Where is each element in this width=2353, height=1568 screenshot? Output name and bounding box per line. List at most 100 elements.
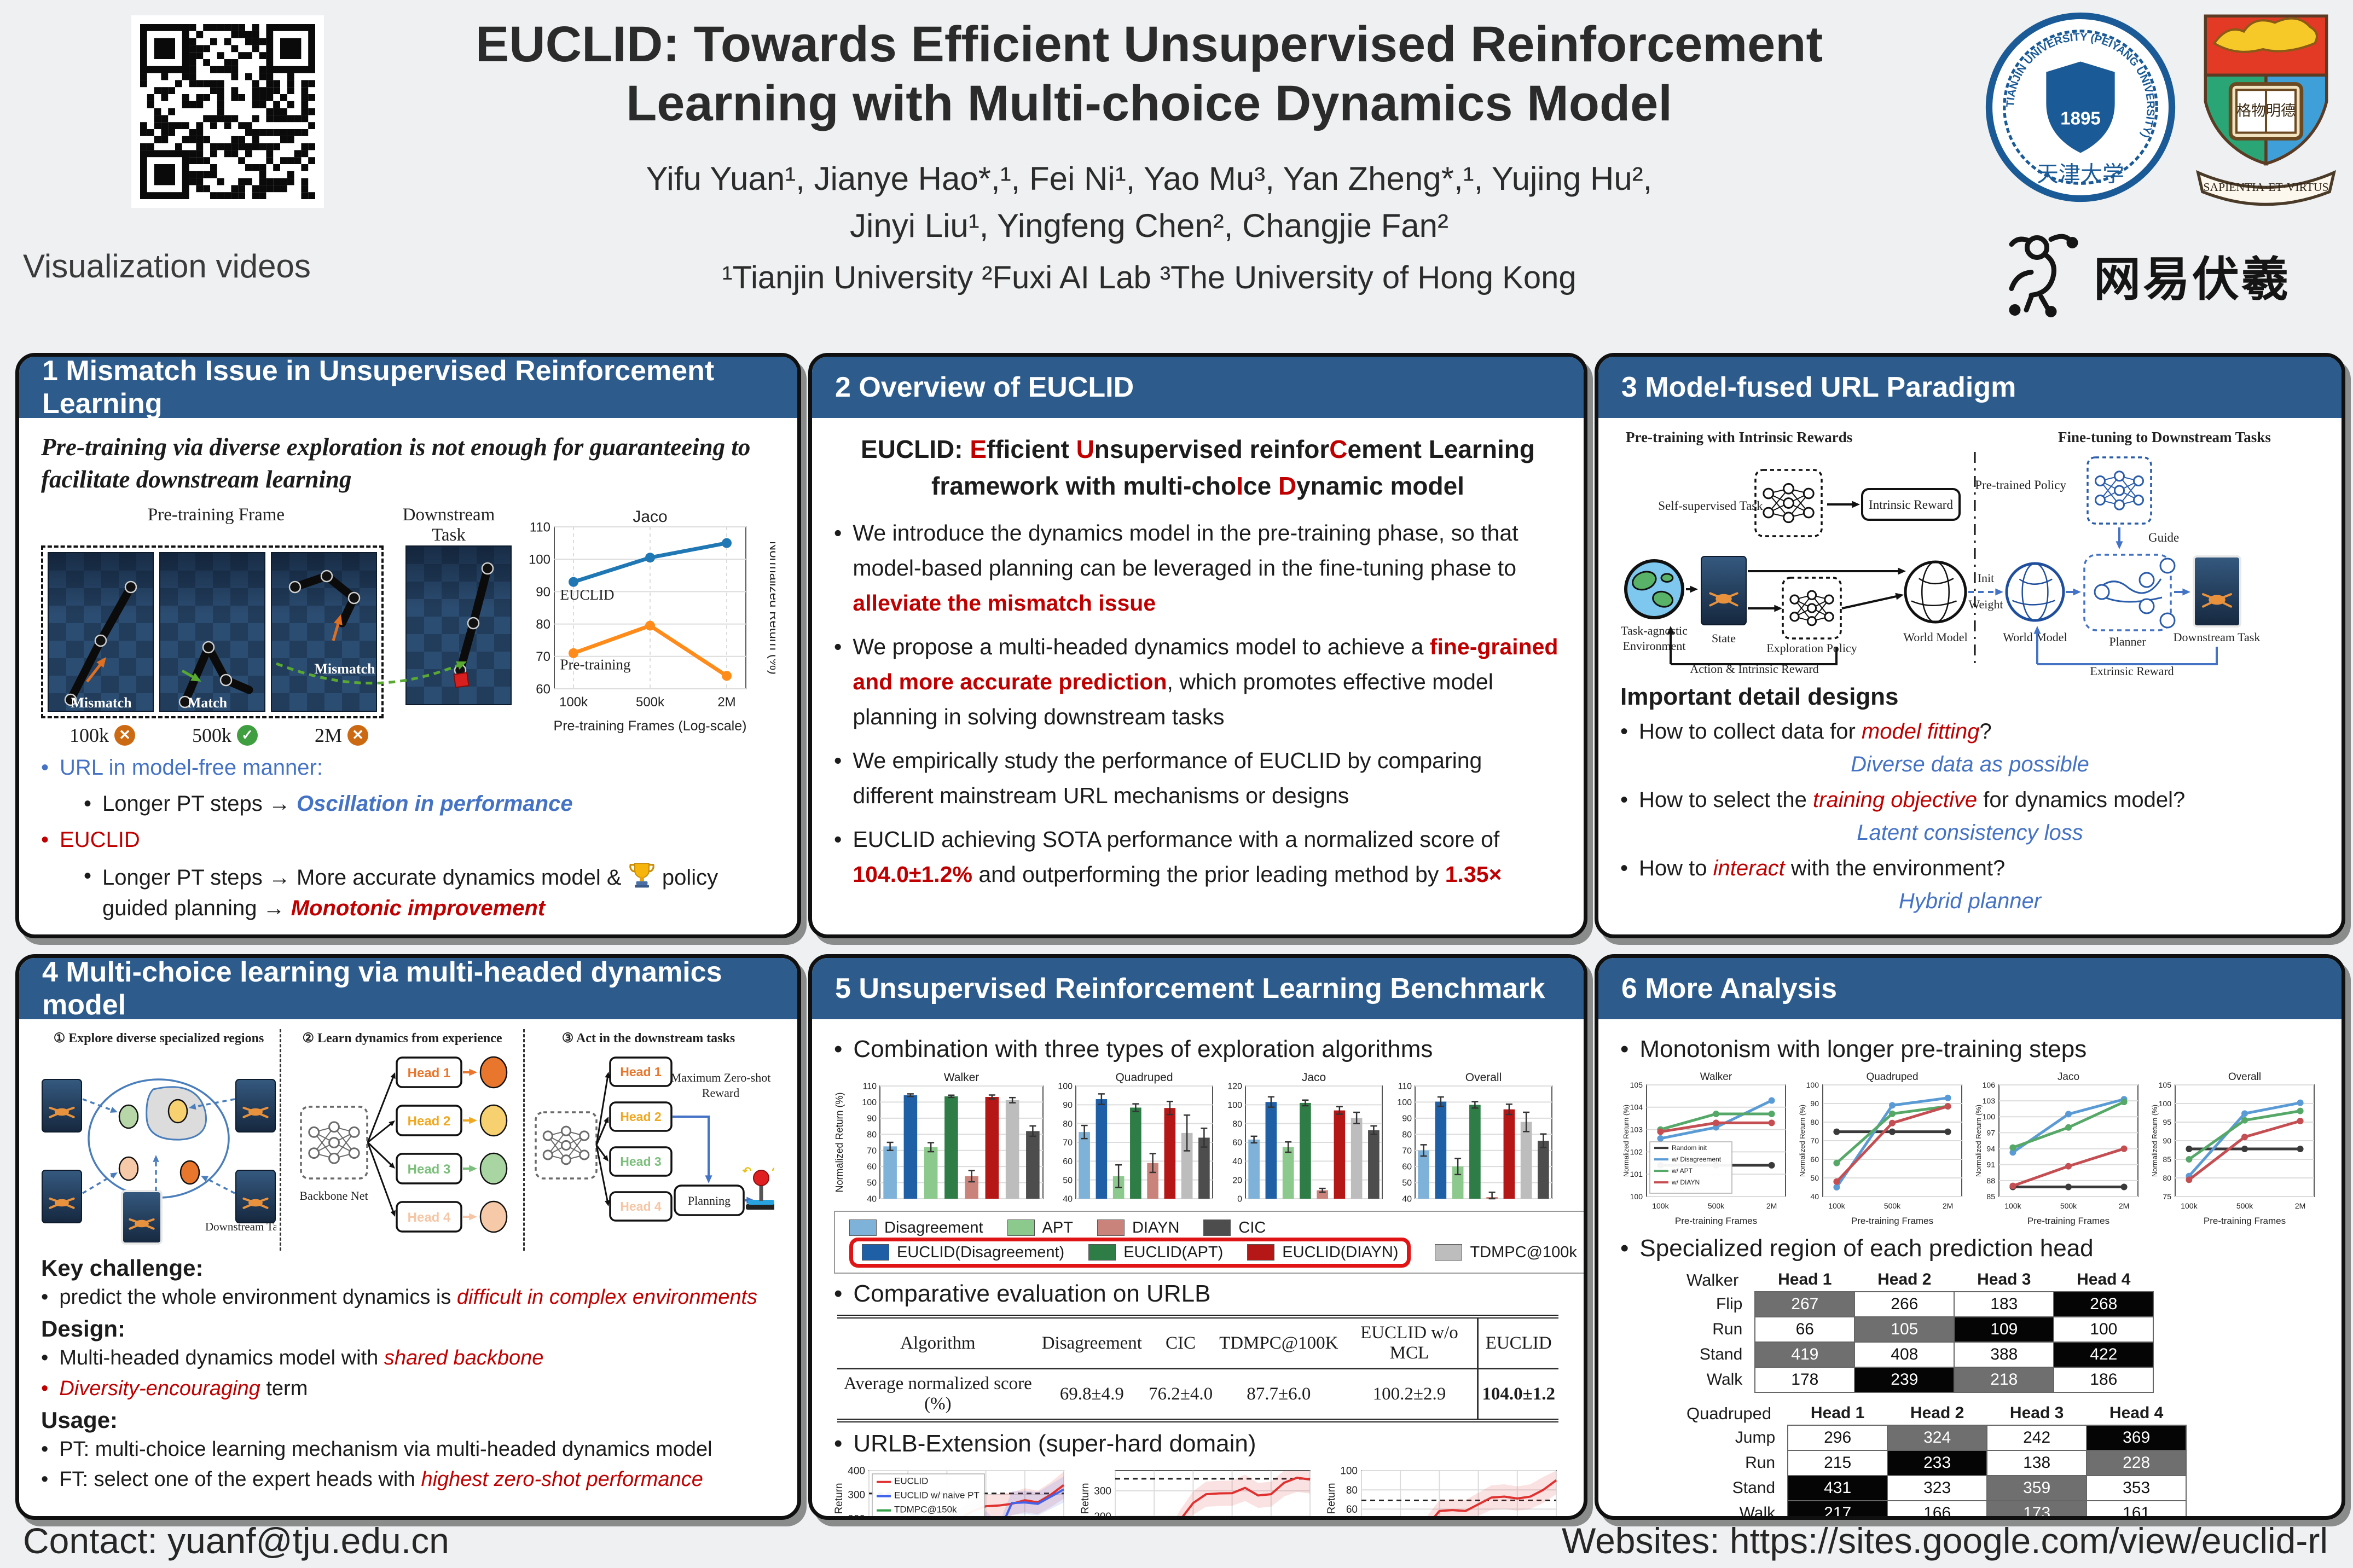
usage-heading: Usage:	[41, 1407, 118, 1433]
legend-swatch	[1203, 1219, 1231, 1236]
pretraining-frame-3: Mismatch	[271, 552, 377, 712]
analysis-bullet-2: Specialized region of each prediction he…	[1639, 1234, 2094, 1262]
svg-text:100: 100	[862, 1098, 877, 1107]
bench-value: 87.7±6.0	[1247, 1384, 1311, 1404]
monotonism-charts: 100 101 102 103 104 105 100k 500k 2M Walker Pre-tr…	[1620, 1070, 2320, 1228]
svg-text:Disagreement: Disagreement	[894, 1519, 952, 1520]
svg-text:50: 50	[1402, 1178, 1412, 1188]
svg-text:80: 80	[1232, 1119, 1242, 1129]
svg-text:EUCLID: EUCLID	[560, 586, 615, 603]
svg-text:Head 2: Head 2	[408, 1114, 451, 1129]
head-value-cell: 422	[2053, 1341, 2154, 1368]
benchmark-bar-charts: 40 50 60 70 80 90 100 110 Walker Normalized Retur…	[834, 1070, 1562, 1206]
task-label-Walk: Walk	[1706, 1370, 1743, 1389]
svg-text:100: 100	[1227, 1101, 1242, 1110]
svg-text:Jaco: Jaco	[2058, 1071, 2079, 1083]
legend-item-EUCLID(DIAYN): EUCLID(DIAYN)	[1247, 1244, 1398, 1262]
panel-1-header: 1 Mismatch Issue in Unsupervised Reinfor…	[19, 357, 797, 420]
svg-text:Walker: Walker	[944, 1071, 980, 1084]
svg-text:97: 97	[1986, 1128, 1995, 1137]
svg-text:Jaco: Jaco	[1302, 1071, 1326, 1084]
svg-text:90: 90	[1063, 1101, 1073, 1110]
authors-line-2: Jinyi Liu¹, Yingfeng Chen², Changjie Fan…	[850, 207, 1448, 244]
head-value-cell: 183	[1954, 1291, 2055, 1318]
design-diversity-term: Diversity-encouraging term	[59, 1377, 308, 1400]
netease-fuxi-logo: 网易伏羲	[1998, 225, 2343, 324]
svg-text:50: 50	[867, 1178, 877, 1188]
svg-text:Pre-training Frames: Pre-training Frames	[2204, 1216, 2286, 1226]
svg-text:↷: ↷	[772, 1165, 774, 1177]
benchmark-bullet-2: Comparative evaluation on URLB	[853, 1280, 1211, 1307]
svg-text:100k: 100k	[1828, 1201, 1845, 1210]
head-table-Quadruped: Quadruped Head 1 Head 2 Head 3 Head 4 Jump 296…	[1686, 1402, 2187, 1516]
svg-text:60: 60	[1346, 1504, 1358, 1515]
svg-text:Head 4: Head 4	[408, 1210, 451, 1225]
svg-text:70: 70	[867, 1146, 877, 1155]
bar-EUCLID(APT)	[1469, 1105, 1481, 1199]
bar-EUCLID(Disagreement)	[1265, 1101, 1277, 1199]
svg-text:20: 20	[1232, 1176, 1242, 1185]
overview-bullet-2: We propose a multi-headed dynamics model…	[853, 634, 1558, 730]
svg-text:80: 80	[1402, 1130, 1412, 1139]
trophy-icon	[628, 863, 656, 890]
urlb-score-table: Algorithm Disagreement CIC TDMPC@100K EUCLID…	[837, 1319, 1558, 1419]
tju-chinese: 天津大学	[2037, 162, 2124, 187]
frame-badge-100k: 100k ✕	[69, 724, 135, 747]
bullet-oscillation: Longer PT steps → Oscillation in perform…	[102, 792, 573, 816]
legend-item-DIAYN: DIAYN	[1097, 1219, 1179, 1237]
svg-text:↶: ↶	[742, 1165, 752, 1177]
hku-logo: 格物 明德 SAPIENTIA·ET·VIRTUS	[2192, 10, 2340, 207]
svg-text:95: 95	[2163, 1117, 2171, 1126]
usage-pt: PT: multi-choice learning mechanism via …	[59, 1437, 712, 1461]
head-value-cell: 100	[2053, 1316, 2154, 1343]
head-col-Head 1: Head 1	[1778, 1270, 1832, 1289]
head-value-cell: 178	[1754, 1367, 1856, 1393]
svg-text:100: 100	[529, 553, 550, 567]
svg-text:200: 200	[1094, 1511, 1111, 1520]
svg-text:40: 40	[1232, 1157, 1242, 1166]
svg-text:91: 91	[1986, 1160, 1995, 1169]
svg-text:500k: 500k	[636, 695, 665, 710]
svg-text:102: 102	[1630, 1147, 1643, 1156]
svg-text:Fine-tuning to Downstream Task: Fine-tuning to Downstream Tasks	[2058, 429, 2271, 445]
svg-text:90: 90	[1402, 1114, 1412, 1123]
svg-text:200: 200	[848, 1513, 865, 1520]
svg-text:State: State	[1712, 631, 1736, 645]
head-value-cell: 369	[2086, 1425, 2187, 1451]
svg-text:Intrinsic Reward: Intrinsic Reward	[1869, 498, 1953, 512]
qr-code-image	[140, 24, 315, 199]
head-col-Head 1: Head 1	[1810, 1404, 1865, 1422]
bench-value: 100.2±2.9	[1372, 1384, 1446, 1404]
svg-text:400: 400	[848, 1465, 865, 1477]
panel-benchmark: 5 Unsupervised Reinforcement Learning Be…	[808, 954, 1587, 1520]
downstream-task-label: Downstream Task	[402, 505, 495, 545]
usage-ft: FT: select one of the expert heads with …	[59, 1468, 703, 1491]
title-line-1: EUCLID: Towards Efficient Unsupervised R…	[475, 16, 1823, 72]
svg-text:70: 70	[536, 649, 550, 664]
svg-text:Pre-trained Policy: Pre-trained Policy	[1975, 478, 2066, 492]
svg-text:Pre-training Frames: Pre-training Frames	[2027, 1216, 2109, 1226]
svg-text:80: 80	[1063, 1119, 1073, 1129]
legend-item-CIC: CIC	[1203, 1219, 1266, 1237]
svg-text:110: 110	[1398, 1082, 1412, 1091]
svg-text:Head 2: Head 2	[620, 1110, 661, 1124]
url-paradigm-diagram: Pre-training with Intrinsic Rewards Fine-…	[1621, 429, 2271, 678]
head-value-cell: 266	[1854, 1291, 1955, 1318]
svg-text:Overall: Overall	[2228, 1071, 2261, 1083]
bullet-monotonic: Longer PT steps → More accurate dynamics…	[102, 861, 775, 924]
key-challenge-text: predict the whole environment dynamics i…	[59, 1286, 758, 1309]
svg-text:Match: Match	[188, 695, 228, 711]
legend-swatch	[1007, 1219, 1035, 1236]
svg-text:Quadruped: Quadruped	[1115, 1071, 1173, 1084]
head-value-cell: 239	[1854, 1367, 1955, 1393]
panel-mismatch-issue: 1 Mismatch Issue in Unsupervised Reinfor…	[15, 353, 801, 938]
task-label-Stand: Stand	[1699, 1345, 1743, 1364]
head-value-cell: 296	[1787, 1425, 1888, 1451]
svg-text:100k: 100k	[2181, 1201, 2198, 1210]
svg-text:2M: 2M	[1766, 1201, 1777, 1210]
svg-text:500k: 500k	[1884, 1201, 1901, 1210]
svg-text:100: 100	[1058, 1082, 1073, 1091]
svg-text:Overall: Overall	[1465, 1071, 1502, 1084]
bar-TDMPC@100k	[1005, 1100, 1019, 1199]
qr-code	[131, 15, 324, 208]
